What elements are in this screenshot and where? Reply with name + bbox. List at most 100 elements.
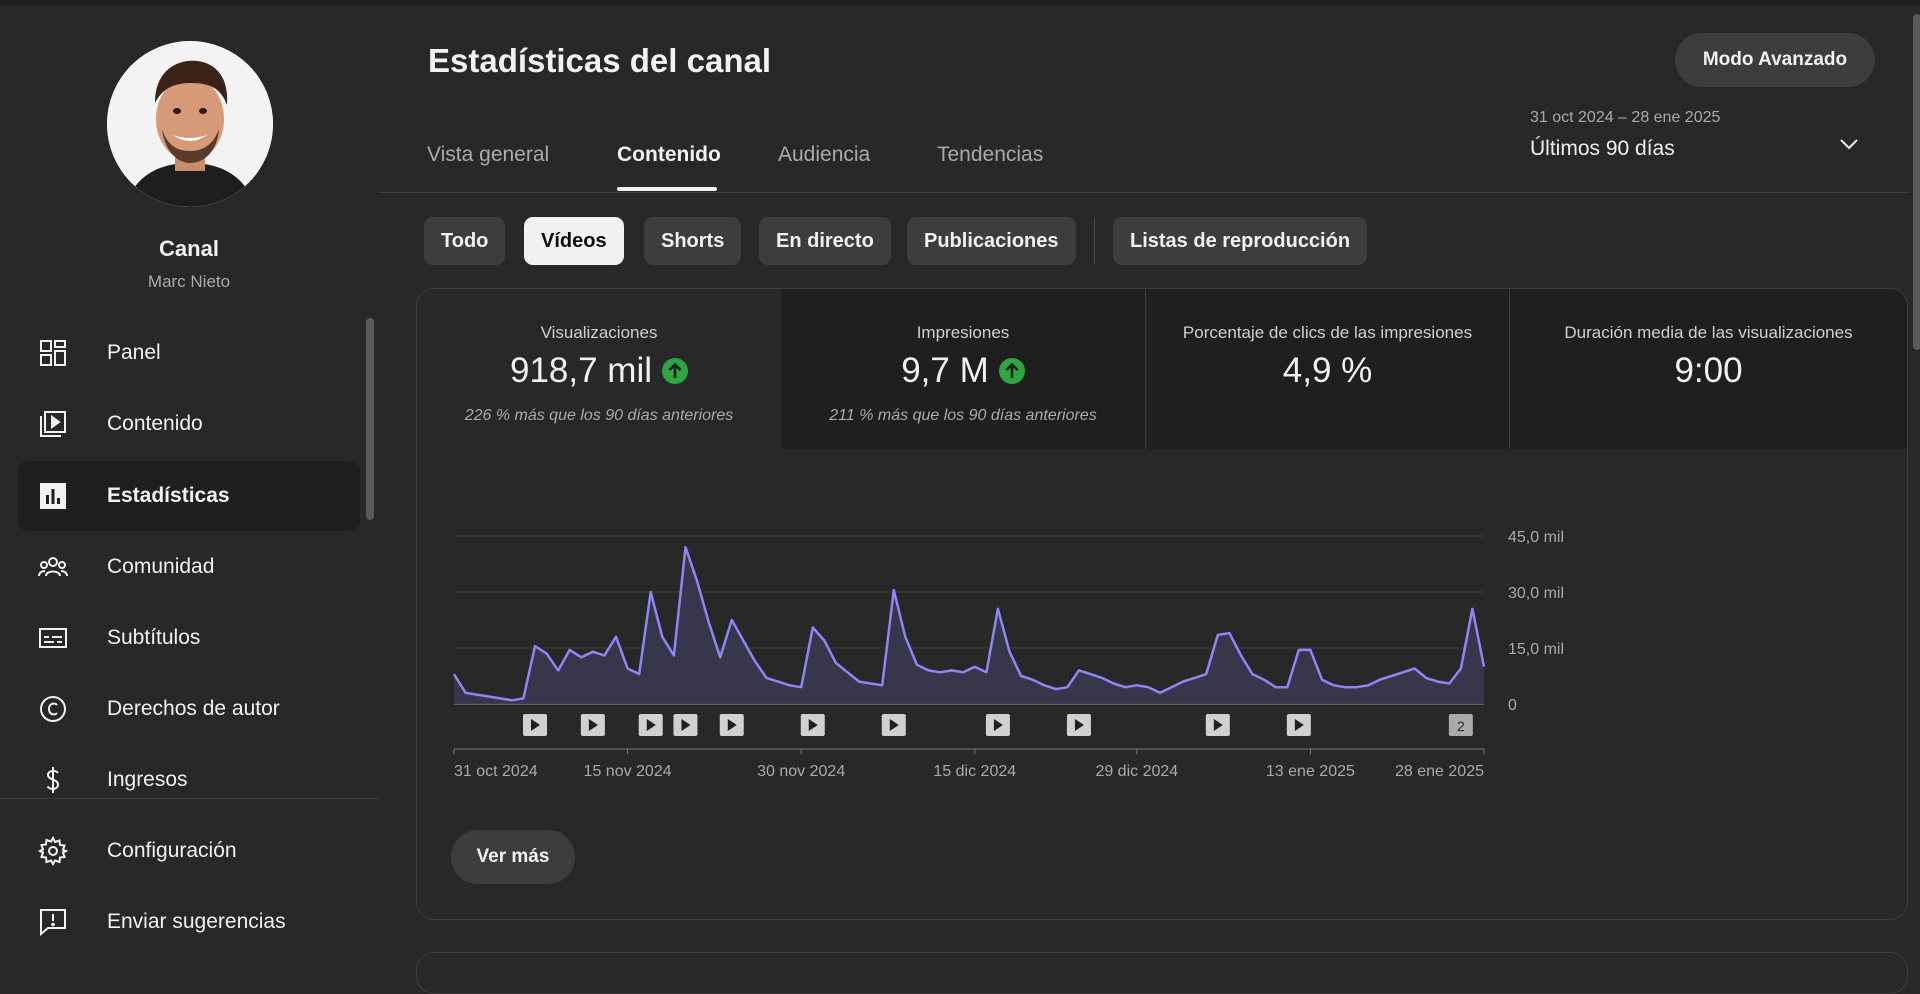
- x-tick-label: 28 ene 2025: [1395, 763, 1484, 780]
- chip-listas-de-reproduccion[interactable]: Listas de reproducción: [1113, 217, 1368, 265]
- sidebar-item-subtitulos[interactable]: Subtítulos: [18, 603, 360, 673]
- settings-icon: [37, 835, 69, 867]
- publish-marker[interactable]: [580, 714, 605, 736]
- play-icon: [646, 719, 656, 731]
- play-icon: [588, 719, 598, 731]
- play-icon: [727, 719, 737, 731]
- community-icon: [38, 552, 68, 582]
- analytics-icon: [38, 481, 68, 511]
- sidebar-item-comunidad[interactable]: Comunidad: [18, 532, 360, 602]
- metric-comparison-note: 226 % más que los 90 días anteriores: [464, 407, 734, 424]
- content-icon: [38, 409, 68, 439]
- sidebar-item-configuracion[interactable]: Configuración: [18, 816, 360, 886]
- publish-marker[interactable]: [1066, 714, 1091, 736]
- main-content: Estadísticas del canal Modo Avanzado Vis…: [378, 6, 1920, 966]
- publish-marker[interactable]: [673, 714, 698, 736]
- views-chart[interactable]: 0 15,0 mil 30,0 mil 45,0 mil 2 31 oct 2024 15 …: [417, 449, 1907, 919]
- chip-publicaciones[interactable]: Publicaciones: [907, 217, 1076, 265]
- metric-divider: [1509, 289, 1510, 449]
- sidebar-item-label: Subtítulos: [107, 626, 201, 649]
- metrics-card: Visualizaciones 918,7 mil 226 % más que …: [416, 288, 1908, 920]
- sidebar-item-label: Configuración: [107, 839, 237, 862]
- play-icon: [1213, 719, 1223, 731]
- publish-marker[interactable]: [523, 714, 548, 736]
- sidebar-item-label: Ingresos: [107, 768, 188, 791]
- advanced-mode-button[interactable]: Modo Avanzado: [1675, 33, 1875, 87]
- play-icon: [681, 719, 691, 731]
- sidebar-item-estadisticas[interactable]: Estadísticas: [18, 461, 360, 531]
- chip-separator: [1094, 218, 1095, 264]
- series-line: [452, 545, 1486, 702]
- metric-ctr[interactable]: Porcentaje de clics de las impresiones 4…: [1146, 289, 1509, 449]
- play-icon: [1074, 719, 1084, 731]
- metric-value-text: 9,7 M: [901, 351, 989, 390]
- sidebar-item-panel[interactable]: Panel: [18, 318, 360, 388]
- publish-marker[interactable]: 2: [1448, 714, 1473, 736]
- sidebar-item-label: Derechos de autor: [107, 697, 280, 720]
- publish-marker[interactable]: [881, 714, 906, 736]
- metric-value: 9,7 M: [781, 351, 1145, 391]
- metric-value-text: 918,7 mil: [509, 351, 653, 390]
- date-range-text[interactable]: 31 oct 2024 – 28 ene 2025: [1530, 109, 1721, 126]
- chip-shorts[interactable]: Shorts: [644, 217, 742, 265]
- y-tick-label: 45,0 mil: [1508, 529, 1564, 546]
- sidebar-item-contenido[interactable]: Contenido: [18, 389, 360, 459]
- metric-value-text: 4,9 %: [1282, 351, 1373, 390]
- publish-marker[interactable]: [638, 714, 663, 736]
- active-tab-indicator: [617, 187, 717, 191]
- copyright-icon: [38, 694, 68, 724]
- sidebar-item-label: Contenido: [107, 412, 203, 435]
- sidebar-item-label: Estadísticas: [107, 484, 230, 507]
- metric-impresiones[interactable]: Impresiones 9,7 M 211 % más que los 90 d…: [781, 289, 1145, 449]
- dashboard-icon: [38, 338, 68, 368]
- sidebar-item-enviar-sugerencias[interactable]: Enviar sugerencias: [18, 887, 360, 957]
- marker-count-label: 2: [1457, 718, 1465, 734]
- metric-title: Visualizaciones: [540, 323, 658, 342]
- metric-value: 9:00: [1510, 351, 1907, 391]
- tab-vista-general[interactable]: Vista general: [427, 143, 550, 166]
- chip-videos[interactable]: Vídeos: [524, 217, 624, 265]
- channel-label: Canal: [159, 236, 219, 261]
- publish-marker[interactable]: [1286, 714, 1311, 736]
- publish-marker[interactable]: [719, 714, 744, 736]
- tab-contenido[interactable]: Contenido: [617, 143, 721, 166]
- metric-visualizaciones[interactable]: Visualizaciones 918,7 mil 226 % más que …: [417, 289, 781, 449]
- sidebar-scrollbar[interactable]: [366, 318, 374, 520]
- earn-icon: [38, 765, 68, 795]
- chip-todo[interactable]: Todo: [424, 217, 506, 265]
- tab-audiencia[interactable]: Audiencia: [778, 143, 871, 166]
- sidebar-item-ingresos[interactable]: Ingresos: [18, 745, 360, 815]
- play-icon: [1294, 719, 1304, 731]
- page-title: Estadísticas del canal: [428, 42, 772, 79]
- play-icon: [993, 719, 1003, 731]
- sidebar-item-label: Comunidad: [107, 555, 215, 578]
- sidebar-item-derechos-de-autor[interactable]: Derechos de autor: [18, 674, 360, 744]
- see-more-button[interactable]: Ver más: [451, 830, 575, 884]
- sidebar-divider: [0, 798, 378, 799]
- chart-svg[interactable]: 0 15,0 mil 30,0 mil 45,0 mil 2 31 oct 2024 15 …: [417, 449, 1907, 919]
- play-icon: [889, 719, 899, 731]
- metric-divider: [1145, 289, 1146, 449]
- channel-owner-name: Marc Nieto: [147, 272, 231, 291]
- publish-marker[interactable]: [985, 714, 1010, 736]
- metric-value-text: 9:00: [1674, 351, 1743, 390]
- x-tick-label: 15 dic 2024: [933, 763, 1016, 780]
- avatar[interactable]: [107, 41, 273, 207]
- series-area: [454, 547, 1484, 704]
- main-scrollbar[interactable]: [1913, 14, 1920, 350]
- chip-en-directo[interactable]: En directo: [759, 217, 891, 265]
- x-tick-label: 29 dic 2024: [1095, 763, 1178, 780]
- y-tick-label: 0: [1508, 697, 1517, 714]
- chevron-down-icon[interactable]: [1835, 130, 1863, 158]
- play-icon: [531, 719, 541, 731]
- publish-marker[interactable]: [1205, 714, 1230, 736]
- tab-tendencias[interactable]: Tendencias: [937, 143, 1044, 166]
- top-bar: [0, 0, 1920, 6]
- publish-marker[interactable]: [800, 714, 825, 736]
- metric-value: 4,9 %: [1146, 351, 1509, 391]
- metric-duracion-media[interactable]: Duración media de las visualizaciones 9:…: [1510, 289, 1907, 449]
- date-preset-text[interactable]: Últimos 90 días: [1530, 137, 1675, 160]
- metric-value: 918,7 mil: [417, 351, 781, 391]
- y-tick-label: 30,0 mil: [1508, 585, 1564, 602]
- metric-title: Impresiones: [916, 323, 1010, 342]
